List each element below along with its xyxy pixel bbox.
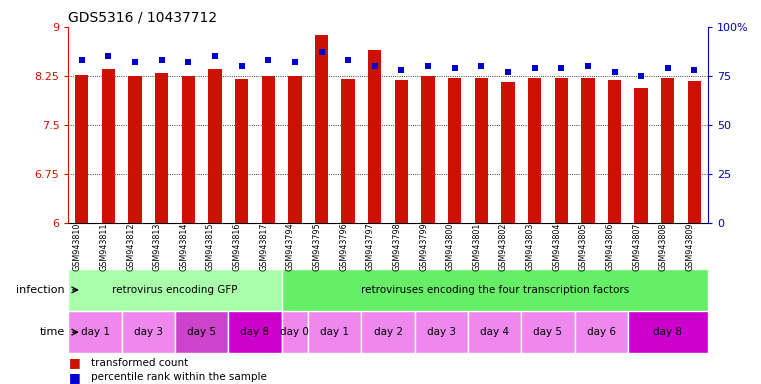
Text: day 3: day 3 — [427, 327, 456, 337]
Bar — [315, 35, 328, 223]
Text: transformed count: transformed count — [91, 358, 189, 368]
Bar — [468, 311, 521, 353]
Bar — [415, 311, 468, 353]
Text: ■: ■ — [68, 371, 80, 384]
Bar — [209, 70, 221, 223]
Text: retroviruses encoding the four transcription factors: retroviruses encoding the four transcrip… — [361, 285, 629, 295]
Bar — [342, 79, 355, 223]
Text: GSM943816: GSM943816 — [233, 223, 242, 271]
Bar — [155, 73, 168, 223]
Bar — [175, 311, 228, 353]
Bar — [262, 76, 275, 223]
Text: day 8: day 8 — [240, 327, 269, 337]
Bar — [235, 79, 248, 223]
Text: day 1: day 1 — [81, 327, 110, 337]
Text: day 0: day 0 — [281, 327, 309, 337]
Bar — [282, 311, 308, 353]
Text: retrovirus encoding GFP: retrovirus encoding GFP — [113, 285, 237, 295]
Bar — [308, 311, 361, 353]
Bar — [688, 81, 701, 223]
Bar — [555, 78, 568, 223]
Text: GSM943813: GSM943813 — [153, 223, 161, 271]
Text: GSM943809: GSM943809 — [686, 223, 694, 271]
Text: day 5: day 5 — [187, 327, 216, 337]
Text: day 1: day 1 — [320, 327, 349, 337]
Text: day 4: day 4 — [480, 327, 509, 337]
Bar — [361, 311, 415, 353]
Bar — [288, 76, 301, 223]
Text: GSM943817: GSM943817 — [260, 223, 268, 271]
Bar — [635, 88, 648, 223]
Text: day 2: day 2 — [374, 327, 403, 337]
Text: day 8: day 8 — [653, 327, 683, 337]
Bar — [628, 311, 708, 353]
Text: day 6: day 6 — [587, 327, 616, 337]
Text: GSM943808: GSM943808 — [659, 223, 668, 271]
Text: infection: infection — [16, 285, 65, 295]
Text: GSM943800: GSM943800 — [446, 223, 455, 271]
Text: GSM943801: GSM943801 — [473, 223, 481, 271]
Text: day 5: day 5 — [533, 327, 562, 337]
Bar — [475, 78, 488, 223]
Bar — [661, 78, 674, 223]
Text: GSM943803: GSM943803 — [526, 223, 534, 271]
Text: ■: ■ — [68, 356, 80, 369]
Bar — [521, 311, 575, 353]
Text: GSM943794: GSM943794 — [286, 223, 295, 271]
Text: GSM943798: GSM943798 — [393, 223, 402, 271]
Bar — [528, 78, 541, 223]
Bar — [608, 80, 621, 223]
Bar — [282, 269, 708, 311]
Text: GSM943812: GSM943812 — [126, 223, 135, 271]
Text: GSM943807: GSM943807 — [632, 223, 641, 271]
Text: percentile rank within the sample: percentile rank within the sample — [91, 372, 267, 382]
Text: GSM943810: GSM943810 — [73, 223, 81, 271]
Bar — [68, 269, 282, 311]
Bar — [122, 311, 175, 353]
Text: GSM943814: GSM943814 — [180, 223, 188, 271]
Text: GSM943804: GSM943804 — [552, 223, 561, 271]
Text: GSM943796: GSM943796 — [339, 223, 348, 271]
Text: GSM943797: GSM943797 — [366, 223, 374, 271]
Bar — [368, 50, 381, 223]
Text: GSM943806: GSM943806 — [606, 223, 614, 271]
Bar — [228, 311, 282, 353]
Bar — [68, 311, 122, 353]
Text: GSM943805: GSM943805 — [579, 223, 587, 271]
Text: day 3: day 3 — [134, 327, 163, 337]
Bar — [182, 76, 195, 223]
Text: GSM943802: GSM943802 — [499, 223, 508, 271]
Bar — [422, 76, 435, 223]
Text: GSM943815: GSM943815 — [206, 223, 215, 271]
Bar — [102, 70, 115, 223]
Bar — [575, 311, 628, 353]
Text: GSM943811: GSM943811 — [100, 223, 108, 271]
Bar — [448, 78, 461, 223]
Text: time: time — [40, 327, 65, 337]
Bar — [395, 80, 408, 223]
Bar — [581, 78, 594, 223]
Bar — [75, 74, 88, 223]
Text: GDS5316 / 10437712: GDS5316 / 10437712 — [68, 10, 218, 24]
Bar — [501, 82, 514, 223]
Bar — [129, 76, 142, 223]
Text: GSM943799: GSM943799 — [419, 223, 428, 271]
Text: GSM943795: GSM943795 — [313, 223, 321, 271]
